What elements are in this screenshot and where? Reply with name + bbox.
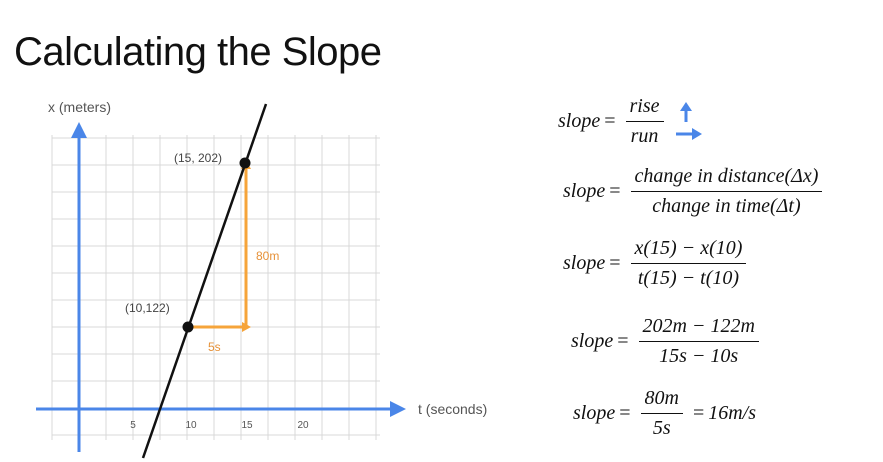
eq4-numerator: 202m − 122m xyxy=(638,315,759,342)
eq2-numerator: change in distance(Δx) xyxy=(630,165,823,192)
eq1-lhs: slope xyxy=(558,110,601,132)
eq3-numerator: x(15) − x(10) xyxy=(630,237,747,264)
rise-run-arrows xyxy=(674,100,704,144)
eq4-equals: = xyxy=(617,330,629,352)
eq5-equals: = xyxy=(619,402,631,424)
arrow-up-icon xyxy=(679,101,692,122)
eq2-lhs: slope xyxy=(563,180,606,202)
eq5-fraction: 80m 5s xyxy=(640,387,683,440)
eq3-fraction: x(15) − x(10) t(15) − t(10) xyxy=(630,237,747,290)
equation-rise-over-run: slope = rise run xyxy=(558,95,704,148)
eq2-fraction: change in distance(Δx) change in time(Δt… xyxy=(630,165,823,218)
eq5-numerator: 80m xyxy=(640,387,683,414)
run-arrowhead xyxy=(242,322,251,332)
equation-change-in-distance: slope = change in distance(Δx) change in… xyxy=(563,165,828,218)
axes xyxy=(36,134,392,452)
eq1-numerator: rise xyxy=(625,95,664,122)
x-tick-label: 20 xyxy=(297,420,309,431)
point-a-label: (10,122) xyxy=(125,301,170,315)
point-a xyxy=(182,321,194,333)
eq1-denominator: run xyxy=(630,125,659,147)
arrow-right-icon xyxy=(675,127,702,140)
eq4-lhs: slope xyxy=(571,330,614,352)
equation-function-values: slope = x(15) − x(10) t(15) − t(10) xyxy=(563,237,752,290)
slope-graph: x (meters) t (seconds) 5 10 15 20 (10,12… xyxy=(36,99,487,459)
eq2-equals: = xyxy=(609,180,621,202)
slide-title: Calculating the Slope xyxy=(14,30,382,74)
y-axis-arrowhead xyxy=(71,122,87,138)
eq1-fraction: rise run xyxy=(625,95,664,148)
x-tick-label: 10 xyxy=(185,420,197,431)
x-tick-label: 5 xyxy=(130,420,136,431)
equation-result: slope = 80m 5s = 16m/s xyxy=(573,387,756,440)
eq4-fraction: 202m − 122m 15s − 10s xyxy=(638,315,759,368)
x-axis-arrowhead xyxy=(390,401,406,417)
eq5-result: 16m/s xyxy=(708,402,757,424)
y-axis-label: x (meters) xyxy=(48,99,111,115)
eq5-denominator: 5s xyxy=(652,417,671,439)
grid xyxy=(51,135,380,440)
x-tick-label: 15 xyxy=(241,420,253,431)
x-axis-label: t (seconds) xyxy=(418,401,487,417)
eq4-denominator: 15s − 10s xyxy=(659,345,739,367)
eq2-denominator: change in time(Δt) xyxy=(652,195,801,217)
run-label: 5s xyxy=(208,340,221,354)
eq5-lhs: slope xyxy=(573,402,616,424)
point-b xyxy=(239,157,251,169)
eq3-lhs: slope xyxy=(563,252,606,274)
equation-substituted-values: slope = 202m − 122m 15s − 10s xyxy=(571,315,765,368)
eq3-denominator: t(15) − t(10) xyxy=(637,267,740,289)
eq5-equals-result: = xyxy=(692,402,705,424)
eq3-equals: = xyxy=(609,252,621,274)
eq1-equals: = xyxy=(604,110,616,132)
rise-label: 80m xyxy=(256,249,279,263)
point-b-label: (15, 202) xyxy=(174,151,222,165)
